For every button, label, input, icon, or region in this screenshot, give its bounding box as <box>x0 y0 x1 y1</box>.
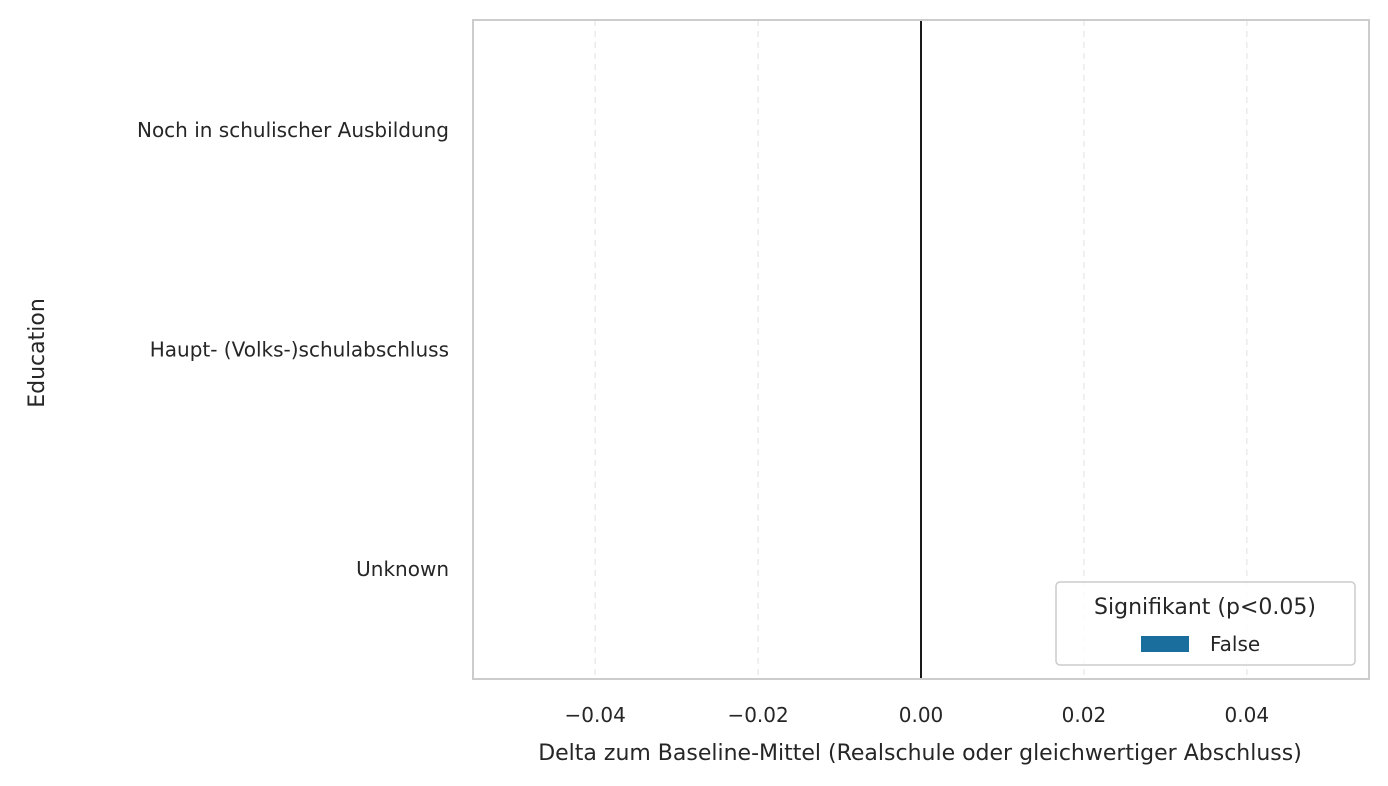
x-tick-label: 0.02 <box>1062 703 1107 727</box>
plot-frame <box>472 19 1370 680</box>
x-tick-label: −0.04 <box>565 703 626 727</box>
legend-entries: False <box>1141 632 1260 656</box>
x-tick-label: −0.02 <box>727 703 788 727</box>
x-tick-labels: −0.04 −0.02 0.00 0.02 0.04 <box>565 703 1270 727</box>
legend: Signifikant (p<0.05) False <box>1055 581 1356 666</box>
legend-title: Signifikant (p<0.05) <box>1094 595 1316 620</box>
legend-label: False <box>1210 632 1260 656</box>
x-axis-title: Delta zum Baseline-Mittel (Realschule od… <box>538 741 1302 766</box>
x-tick-label: 0.04 <box>1225 703 1270 727</box>
x-tick-label: 0.00 <box>899 703 944 727</box>
legend-swatch <box>1141 636 1189 652</box>
y-tick-labels: Noch in schulischer Ausbildung Haupt- (Vo… <box>137 118 449 581</box>
y-tick-label: Haupt- (Volks-)schulabschluss <box>150 338 449 362</box>
y-axis-title: Education <box>25 298 50 408</box>
y-tick-label: Unknown <box>356 557 449 581</box>
legend-box <box>1055 581 1356 666</box>
y-tick-label: Noch in schulischer Ausbildung <box>137 118 449 142</box>
